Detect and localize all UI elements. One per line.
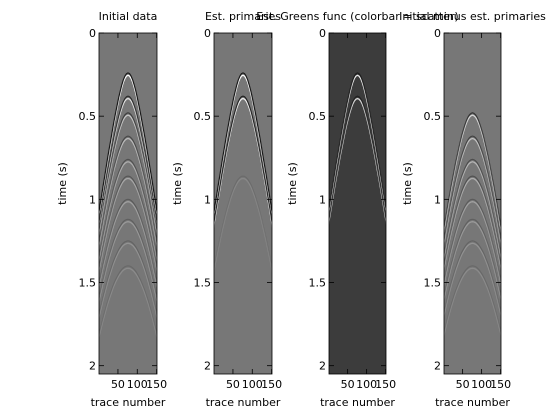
- event-bright-lobe: [99, 242, 157, 321]
- event-dark-lobe: [444, 265, 501, 335]
- x-axis-label: trace number: [206, 396, 281, 409]
- y-tick-label: 1: [319, 193, 326, 206]
- event-dark-lobe: [444, 198, 501, 285]
- y-tick-label: 0: [204, 27, 211, 40]
- event-dark-lobe: [444, 175, 501, 269]
- event-dark-lobe: [444, 112, 501, 231]
- x-axis-label: trace number: [91, 396, 166, 409]
- y-tick-label: 2: [434, 360, 441, 373]
- event-dark-lobe: [99, 158, 157, 261]
- x-axis-label: trace number: [320, 396, 395, 409]
- y-tick-label: 0: [434, 27, 441, 40]
- y-tick-label: 1: [204, 193, 211, 206]
- x-tick-label: 100: [242, 378, 263, 391]
- event-dark-lobe: [99, 218, 157, 302]
- y-tick-label: 0: [319, 27, 326, 40]
- event-dark-lobe: [329, 72, 386, 213]
- event-dark-lobe: [99, 240, 157, 318]
- x-tick-label: 50: [226, 378, 240, 391]
- event-bright-lobe: [444, 242, 501, 318]
- x-tick-label: 100: [127, 378, 148, 391]
- event-dark-lobe: [444, 240, 501, 316]
- event-bright-lobe: [99, 221, 157, 305]
- x-tick-label: 150: [375, 378, 396, 391]
- event-dark-lobe: [99, 95, 157, 226]
- event-bright-lobe: [214, 177, 272, 274]
- x-tick-label: 150: [490, 378, 511, 391]
- y-tick-label: 0.5: [79, 110, 97, 123]
- axes-box: [213, 32, 273, 375]
- y-tick-label: 2: [89, 360, 96, 373]
- y-tick-label: 1.5: [79, 277, 97, 290]
- y-tick-label: 1.5: [424, 277, 442, 290]
- event-dark-lobe: [214, 72, 272, 216]
- y-tick-label: 1.5: [309, 277, 327, 290]
- event-dark-lobe: [329, 95, 386, 223]
- axes-box: [98, 32, 158, 375]
- event-dark-lobe: [99, 72, 157, 216]
- image-background: [99, 33, 157, 374]
- x-tick-label: 150: [261, 378, 282, 391]
- chart-title: Est. Greens func (colorbar = scatter): [256, 10, 458, 23]
- y-tick-label: 2: [204, 360, 211, 373]
- event-bright-lobe: [444, 267, 501, 338]
- event-bright-lobe: [99, 161, 157, 264]
- x-axis-label: trace number: [435, 396, 510, 409]
- event-dark-lobe: [99, 175, 157, 272]
- x-tick-label: 100: [356, 378, 377, 391]
- image-background: [329, 33, 386, 374]
- image-background: [444, 33, 501, 374]
- event-dark-lobe: [214, 95, 272, 226]
- axes-box: [443, 32, 502, 375]
- event-dark-lobe: [99, 135, 157, 247]
- y-tick-label: 0.5: [194, 110, 212, 123]
- y-tick-label: 1: [89, 193, 96, 206]
- y-tick-label: 0.5: [424, 110, 442, 123]
- y-axis-label: time (s): [286, 162, 299, 205]
- x-tick-label: 50: [111, 378, 125, 391]
- event-bright-lobe: [444, 201, 501, 287]
- x-tick-label: 50: [456, 378, 470, 391]
- event-dark-lobe: [444, 135, 501, 244]
- event-bright-lobe: [444, 177, 501, 271]
- image-background: [214, 33, 272, 374]
- y-axis-label: time (s): [171, 162, 184, 205]
- x-tick-label: 50: [341, 378, 355, 391]
- y-tick-label: 0: [89, 27, 96, 40]
- event-dark-lobe: [99, 265, 157, 338]
- event-dark-lobe: [214, 175, 272, 272]
- y-axis-label: time (s): [56, 162, 69, 205]
- chart-title: Est. primaries: [205, 10, 281, 23]
- event-bright-lobe: [444, 221, 501, 302]
- y-tick-label: 0.5: [309, 110, 327, 123]
- event-dark-lobe: [444, 218, 501, 299]
- event-dark-lobe: [99, 112, 157, 234]
- event-dark-lobe: [99, 198, 157, 288]
- event-dark-lobe: [444, 158, 501, 258]
- y-tick-label: 1.5: [194, 277, 212, 290]
- event-bright-lobe: [444, 161, 501, 260]
- x-tick-label: 100: [471, 378, 492, 391]
- event-bright-lobe: [99, 201, 157, 290]
- x-tick-label: 150: [146, 378, 167, 391]
- event-bright-lobe: [99, 267, 157, 340]
- axes-box: [328, 32, 387, 375]
- y-axis-label: time (s): [401, 162, 414, 205]
- event-bright-lobe: [99, 177, 157, 274]
- chart-title: Initial minus est. primaries: [399, 10, 546, 23]
- chart-title: Initial data: [99, 10, 158, 23]
- y-tick-label: 1: [434, 193, 441, 206]
- y-tick-label: 2: [319, 360, 326, 373]
